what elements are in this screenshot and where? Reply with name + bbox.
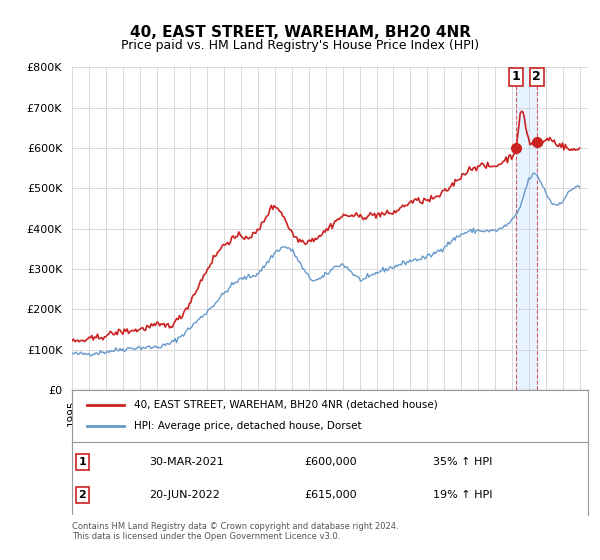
Text: 40, EAST STREET, WAREHAM, BH20 4NR: 40, EAST STREET, WAREHAM, BH20 4NR bbox=[130, 25, 470, 40]
Text: £600,000: £600,000 bbox=[304, 457, 357, 466]
Text: 19% ↑ HPI: 19% ↑ HPI bbox=[433, 490, 493, 500]
Text: Price paid vs. HM Land Registry's House Price Index (HPI): Price paid vs. HM Land Registry's House … bbox=[121, 39, 479, 52]
Text: HPI: Average price, detached house, Dorset: HPI: Average price, detached house, Dors… bbox=[134, 422, 362, 431]
Text: 30-MAR-2021: 30-MAR-2021 bbox=[149, 457, 224, 466]
Text: 40, EAST STREET, WAREHAM, BH20 4NR (detached house): 40, EAST STREET, WAREHAM, BH20 4NR (deta… bbox=[134, 400, 437, 409]
Bar bbox=[516, 67, 537, 390]
Text: 2: 2 bbox=[532, 71, 541, 83]
Text: Contains HM Land Registry data © Crown copyright and database right 2024.
This d: Contains HM Land Registry data © Crown c… bbox=[72, 522, 398, 541]
Text: 20-JUN-2022: 20-JUN-2022 bbox=[149, 490, 220, 500]
Text: 35% ↑ HPI: 35% ↑ HPI bbox=[433, 457, 493, 466]
Text: 1: 1 bbox=[511, 71, 520, 83]
Text: 1: 1 bbox=[79, 457, 86, 466]
Text: 2: 2 bbox=[79, 490, 86, 500]
Text: £615,000: £615,000 bbox=[304, 490, 357, 500]
